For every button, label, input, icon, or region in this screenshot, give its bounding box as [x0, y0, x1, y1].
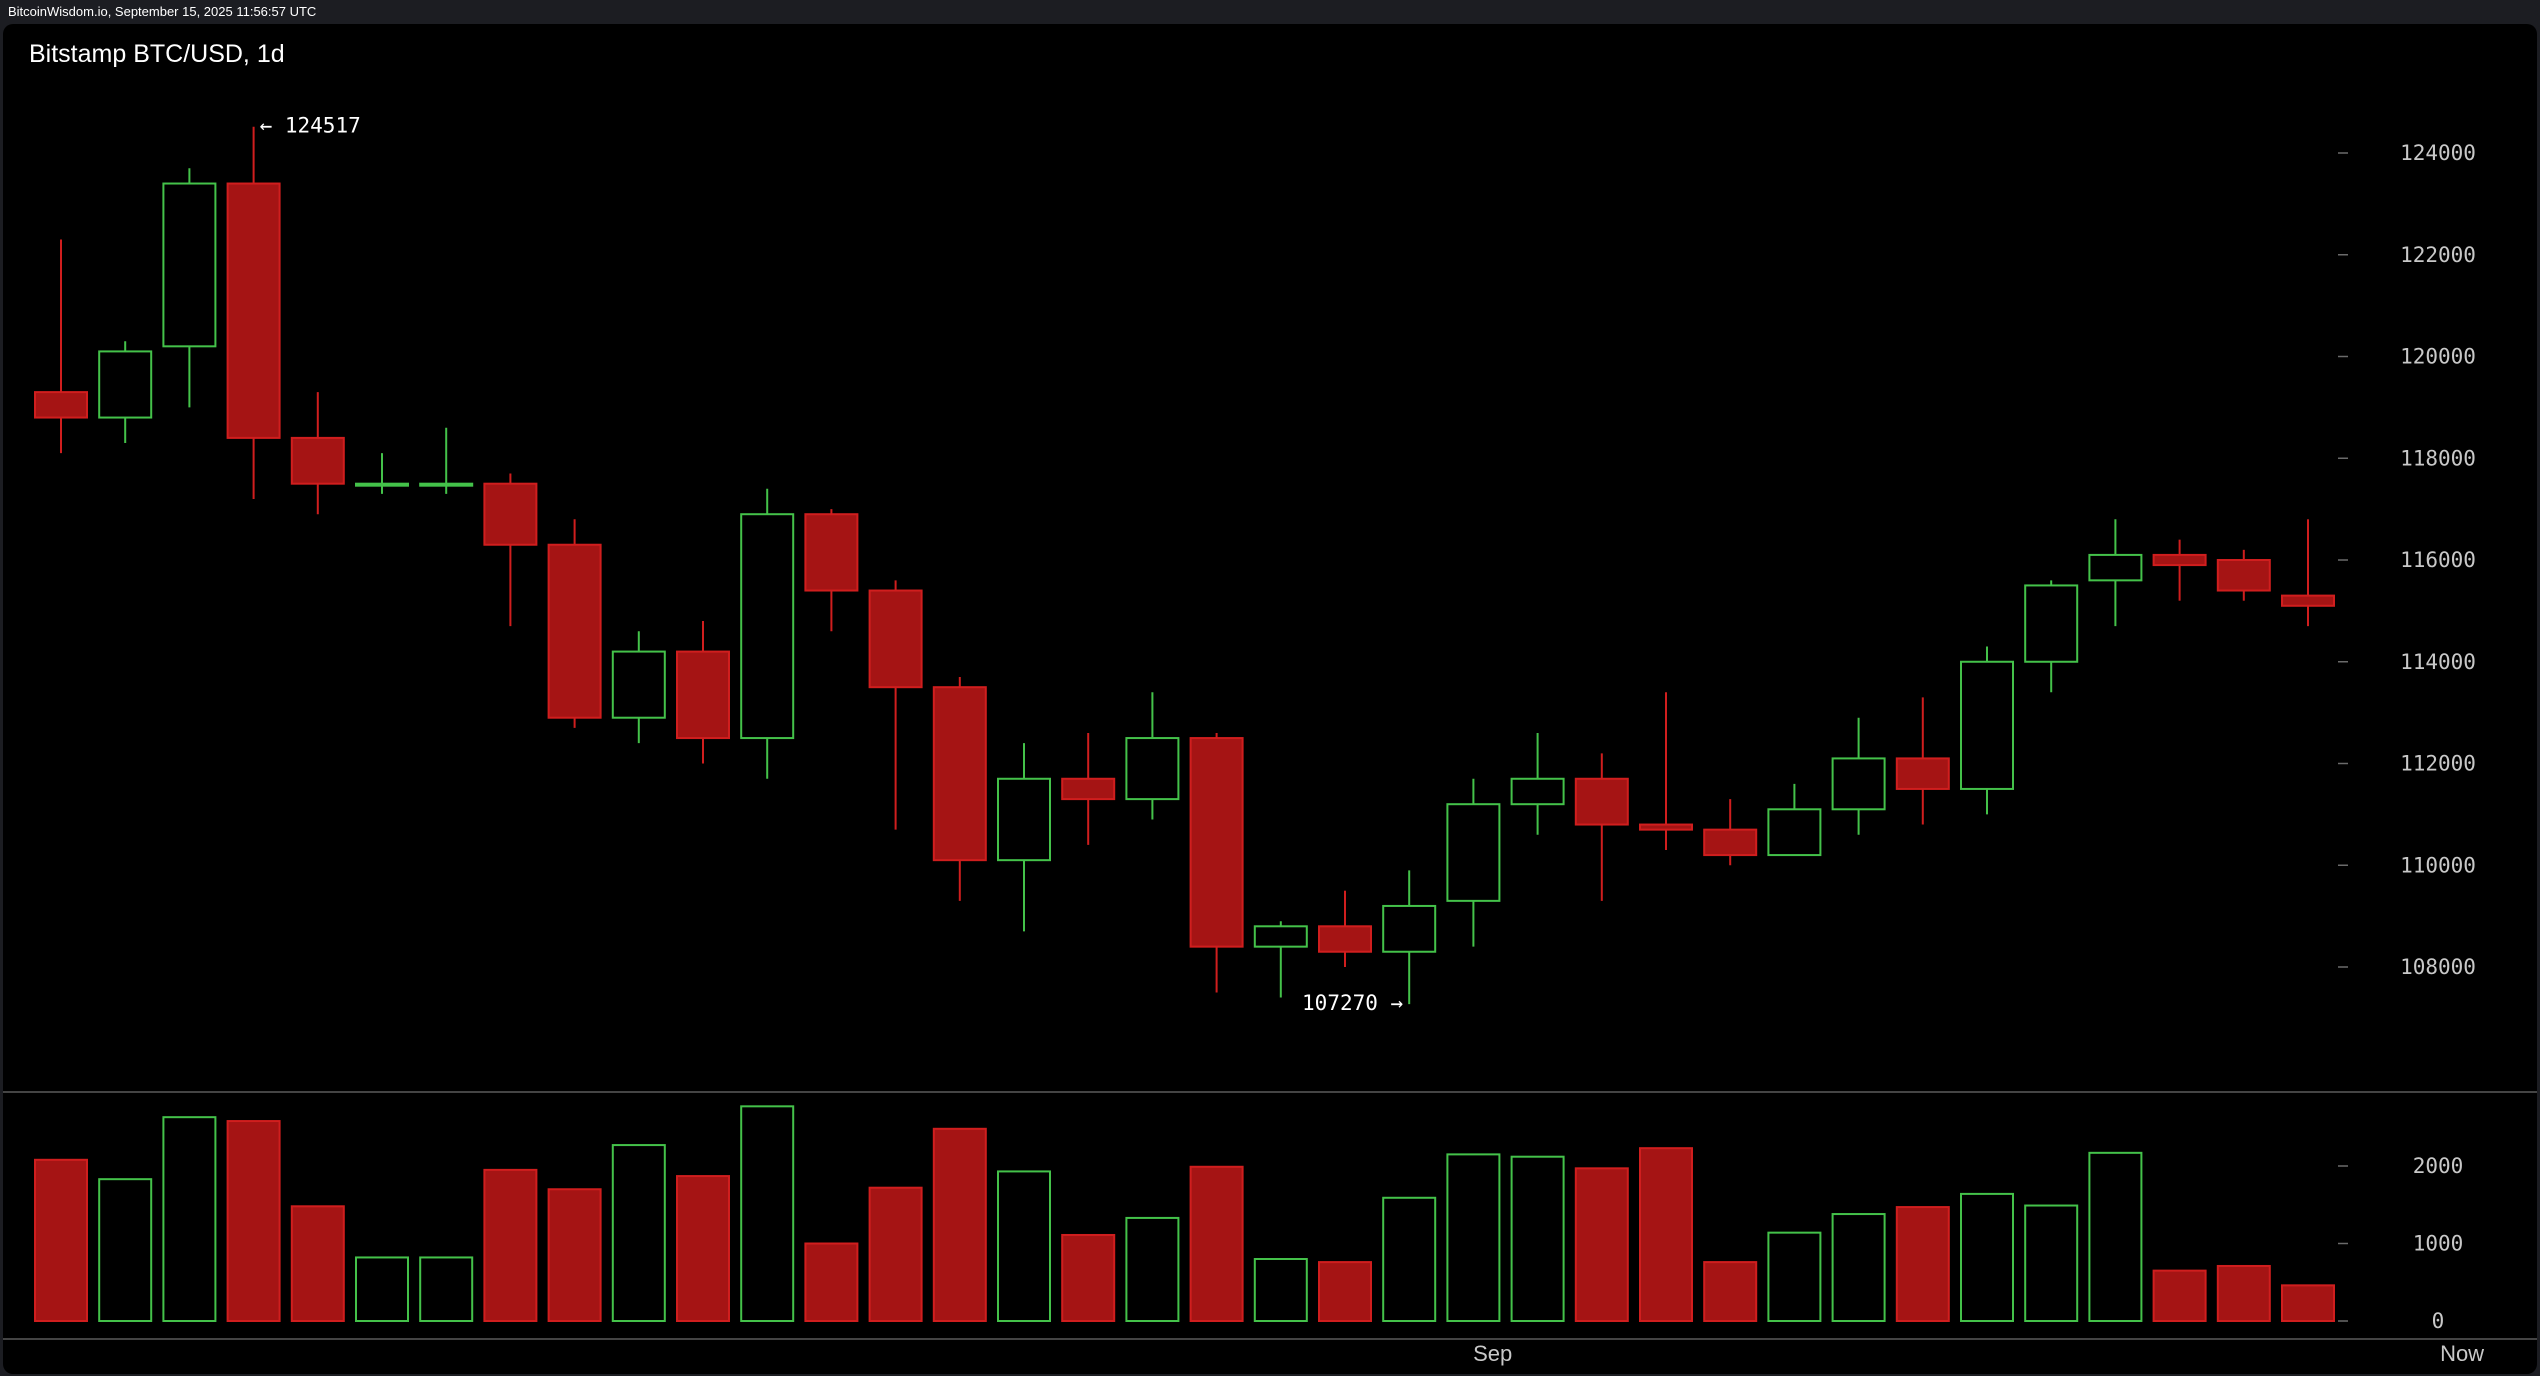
candle-body [932, 686, 987, 862]
candle-body [419, 482, 474, 487]
volume-bar [1831, 1213, 1886, 1323]
candle-body [1639, 823, 1693, 831]
price-tick-label: 124000 [2400, 141, 2476, 165]
candle-body [740, 513, 795, 740]
volume-bar [2152, 1269, 2207, 1322]
candle-body [1574, 777, 1629, 826]
candle-body [1510, 777, 1565, 806]
chart-panel: Bitstamp BTC/USD, 1d 108000 110000 112000 11… [3, 24, 2537, 1374]
candle-body [1318, 925, 1372, 953]
candle-body [1895, 757, 1950, 790]
x-axis-label: Now [2440, 1341, 2484, 1366]
candle-body [1189, 737, 1244, 948]
volume-bar [932, 1127, 987, 1323]
candle-body [997, 777, 1051, 862]
candle-body [1960, 660, 2014, 790]
candle-body [1831, 757, 1886, 811]
candle-body [1125, 737, 1180, 801]
volume-bar [1510, 1155, 1565, 1322]
candle-body [483, 482, 538, 546]
volume-bar [2024, 1204, 2079, 1323]
low-price-annotation: 107270 → [1302, 991, 1403, 1015]
candlestick-chart-svg: Bitstamp BTC/USD, 1d 108000 110000 112000 11… [3, 40, 2537, 1366]
candle-body [868, 589, 923, 689]
volume-bar [1703, 1261, 1758, 1322]
volume-bar [804, 1242, 859, 1322]
candle-body [1767, 808, 1822, 857]
price-tick-label: 120000 [2400, 345, 2476, 369]
candle-body [676, 650, 730, 740]
watermark-header: BitcoinWisdom.io, September 15, 2025 11:… [8, 4, 317, 19]
volume-bar [2281, 1284, 2335, 1322]
candle-body [1253, 925, 1308, 948]
volume-bar [676, 1175, 730, 1322]
volume-bar [1639, 1147, 1693, 1323]
volume-bar [483, 1168, 538, 1322]
candle-body [547, 543, 602, 719]
candle-body [804, 513, 859, 592]
volume-tick-label: 1000 [2413, 1232, 2464, 1256]
candle-body [2152, 553, 2207, 567]
volume-bar [162, 1116, 217, 1323]
volume-bar [868, 1186, 923, 1322]
candle-body [2216, 559, 2271, 592]
candle-body [1382, 904, 1437, 953]
candle-body [98, 350, 153, 419]
candle-body [2281, 594, 2335, 607]
volume-bar [740, 1105, 795, 1322]
volume-bar [1382, 1196, 1437, 1323]
candle-body [1703, 828, 1758, 857]
volume-bar [2216, 1264, 2271, 1322]
x-axis-label: Sep [1473, 1341, 1512, 1366]
volume-bar [98, 1178, 153, 1323]
price-tick-label: 116000 [2400, 548, 2476, 572]
price-tick-label: 108000 [2400, 955, 2476, 979]
price-tick-label: 110000 [2400, 853, 2476, 877]
price-tick-label: 122000 [2400, 243, 2476, 267]
volume-bar [1574, 1167, 1629, 1322]
volume-bar [355, 1256, 409, 1322]
price-tick-label: 112000 [2400, 752, 2476, 776]
chart-title: Bitstamp BTC/USD, 1d [29, 40, 285, 68]
candle-body [34, 391, 88, 419]
volume-bar [34, 1158, 88, 1323]
price-tick-label: 118000 [2400, 446, 2476, 470]
volume-bar [1125, 1216, 1180, 1323]
volume-bar [226, 1120, 281, 1323]
volume-bar [611, 1144, 666, 1322]
volume-bar [1895, 1206, 1950, 1322]
candle-body [290, 436, 345, 485]
volume-bar [1960, 1192, 2014, 1323]
volume-bar [2088, 1151, 2143, 1322]
candle-body [226, 182, 281, 439]
volume-bar [997, 1170, 1051, 1323]
candle-body [162, 182, 217, 348]
volume-bar [1253, 1258, 1308, 1322]
volume-bar [290, 1205, 345, 1323]
volume-bar [1061, 1233, 1116, 1322]
volume-tick-label: 0 [2432, 1309, 2445, 1333]
volume-bar [1767, 1231, 1822, 1323]
volume-tick-label: 2000 [2413, 1154, 2464, 1178]
volume-bar [1318, 1261, 1372, 1322]
candle-body [1446, 803, 1501, 902]
volume-bar [1446, 1153, 1501, 1322]
volume-bar [419, 1256, 474, 1322]
candle-body [1061, 777, 1116, 801]
candle-body [355, 482, 409, 487]
candle-body [2024, 584, 2079, 663]
candle-body [2088, 553, 2143, 582]
volume-bar [1189, 1165, 1244, 1323]
candle-body [611, 650, 666, 719]
high-price-annotation: ← 124517 [260, 114, 361, 138]
price-tick-label: 114000 [2400, 650, 2476, 674]
volume-bar [547, 1188, 602, 1322]
